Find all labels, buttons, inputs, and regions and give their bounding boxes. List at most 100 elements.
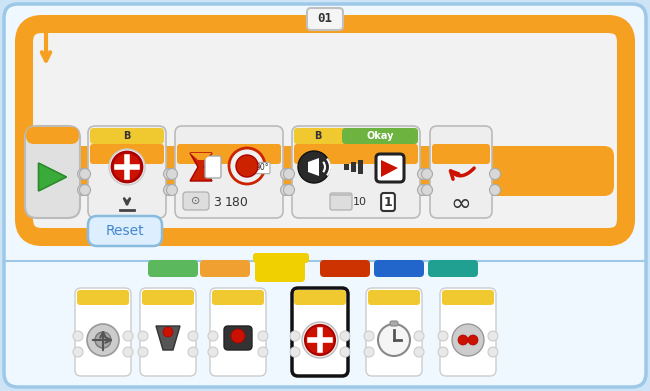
Text: 1: 1: [384, 196, 393, 208]
Circle shape: [468, 335, 478, 345]
Circle shape: [258, 331, 268, 341]
Circle shape: [488, 331, 498, 341]
Circle shape: [417, 169, 428, 179]
FancyBboxPatch shape: [200, 260, 250, 277]
Circle shape: [123, 347, 133, 357]
Circle shape: [229, 148, 265, 184]
FancyBboxPatch shape: [294, 144, 418, 164]
Circle shape: [489, 169, 500, 179]
FancyBboxPatch shape: [430, 126, 492, 218]
Circle shape: [414, 331, 424, 341]
FancyBboxPatch shape: [90, 144, 164, 164]
FancyBboxPatch shape: [26, 127, 79, 144]
Bar: [358, 160, 363, 174]
Text: 90°: 90°: [255, 163, 269, 172]
FancyBboxPatch shape: [428, 260, 478, 277]
Circle shape: [340, 347, 350, 357]
Circle shape: [123, 331, 133, 341]
FancyBboxPatch shape: [88, 216, 162, 246]
FancyBboxPatch shape: [90, 128, 164, 144]
Circle shape: [281, 169, 291, 179]
Circle shape: [283, 169, 294, 179]
FancyBboxPatch shape: [4, 4, 646, 387]
Circle shape: [208, 331, 218, 341]
Circle shape: [79, 185, 90, 196]
Bar: [331, 193, 351, 196]
Text: Okay: Okay: [366, 131, 394, 141]
FancyBboxPatch shape: [210, 288, 266, 376]
FancyBboxPatch shape: [183, 192, 209, 210]
Circle shape: [77, 185, 88, 196]
Text: 01: 01: [317, 13, 333, 25]
FancyBboxPatch shape: [253, 253, 309, 263]
Circle shape: [438, 331, 448, 341]
Circle shape: [124, 164, 130, 170]
FancyBboxPatch shape: [255, 260, 305, 282]
Circle shape: [138, 347, 148, 357]
FancyBboxPatch shape: [77, 290, 129, 305]
Circle shape: [452, 324, 484, 356]
Circle shape: [298, 151, 330, 183]
FancyBboxPatch shape: [442, 290, 494, 305]
Circle shape: [414, 347, 424, 357]
Circle shape: [283, 185, 294, 196]
Text: ∞: ∞: [450, 192, 471, 216]
Bar: [344, 164, 349, 170]
Circle shape: [302, 322, 338, 358]
FancyBboxPatch shape: [342, 128, 418, 144]
Circle shape: [138, 331, 148, 341]
FancyBboxPatch shape: [374, 260, 424, 277]
Circle shape: [164, 169, 174, 179]
Polygon shape: [38, 163, 66, 191]
Polygon shape: [190, 153, 212, 181]
FancyBboxPatch shape: [148, 260, 198, 277]
FancyBboxPatch shape: [177, 144, 281, 164]
Circle shape: [305, 325, 335, 355]
Circle shape: [112, 152, 142, 182]
Circle shape: [364, 347, 374, 357]
Text: ≥: ≥: [188, 193, 202, 211]
Circle shape: [387, 165, 393, 171]
Circle shape: [316, 336, 324, 344]
FancyBboxPatch shape: [224, 326, 252, 350]
Bar: [351, 162, 356, 172]
FancyBboxPatch shape: [292, 126, 420, 218]
FancyBboxPatch shape: [38, 146, 614, 196]
Text: ⊙: ⊙: [191, 196, 201, 206]
FancyBboxPatch shape: [366, 288, 422, 376]
Circle shape: [488, 347, 498, 357]
Circle shape: [421, 169, 432, 179]
FancyBboxPatch shape: [142, 290, 194, 305]
Polygon shape: [381, 160, 398, 177]
FancyBboxPatch shape: [25, 126, 80, 218]
Circle shape: [364, 331, 374, 341]
Circle shape: [290, 331, 300, 341]
FancyBboxPatch shape: [307, 8, 343, 30]
Circle shape: [438, 347, 448, 357]
FancyBboxPatch shape: [140, 288, 196, 376]
FancyBboxPatch shape: [294, 128, 342, 144]
Circle shape: [340, 331, 350, 341]
Circle shape: [281, 185, 291, 196]
Circle shape: [163, 327, 173, 337]
FancyBboxPatch shape: [205, 156, 221, 178]
Circle shape: [290, 347, 300, 357]
Circle shape: [236, 155, 258, 177]
Text: B: B: [124, 131, 131, 141]
FancyBboxPatch shape: [376, 154, 404, 182]
FancyBboxPatch shape: [368, 290, 420, 305]
Text: 10: 10: [353, 197, 367, 207]
FancyBboxPatch shape: [88, 126, 166, 218]
FancyBboxPatch shape: [292, 288, 348, 376]
FancyBboxPatch shape: [390, 321, 398, 326]
FancyBboxPatch shape: [294, 290, 346, 305]
FancyBboxPatch shape: [175, 126, 283, 218]
FancyBboxPatch shape: [18, 18, 632, 243]
Text: Reset: Reset: [106, 224, 144, 238]
Polygon shape: [190, 153, 212, 160]
FancyBboxPatch shape: [440, 288, 496, 376]
FancyBboxPatch shape: [75, 288, 131, 376]
FancyBboxPatch shape: [432, 144, 490, 164]
Circle shape: [166, 185, 177, 196]
Circle shape: [87, 324, 119, 356]
